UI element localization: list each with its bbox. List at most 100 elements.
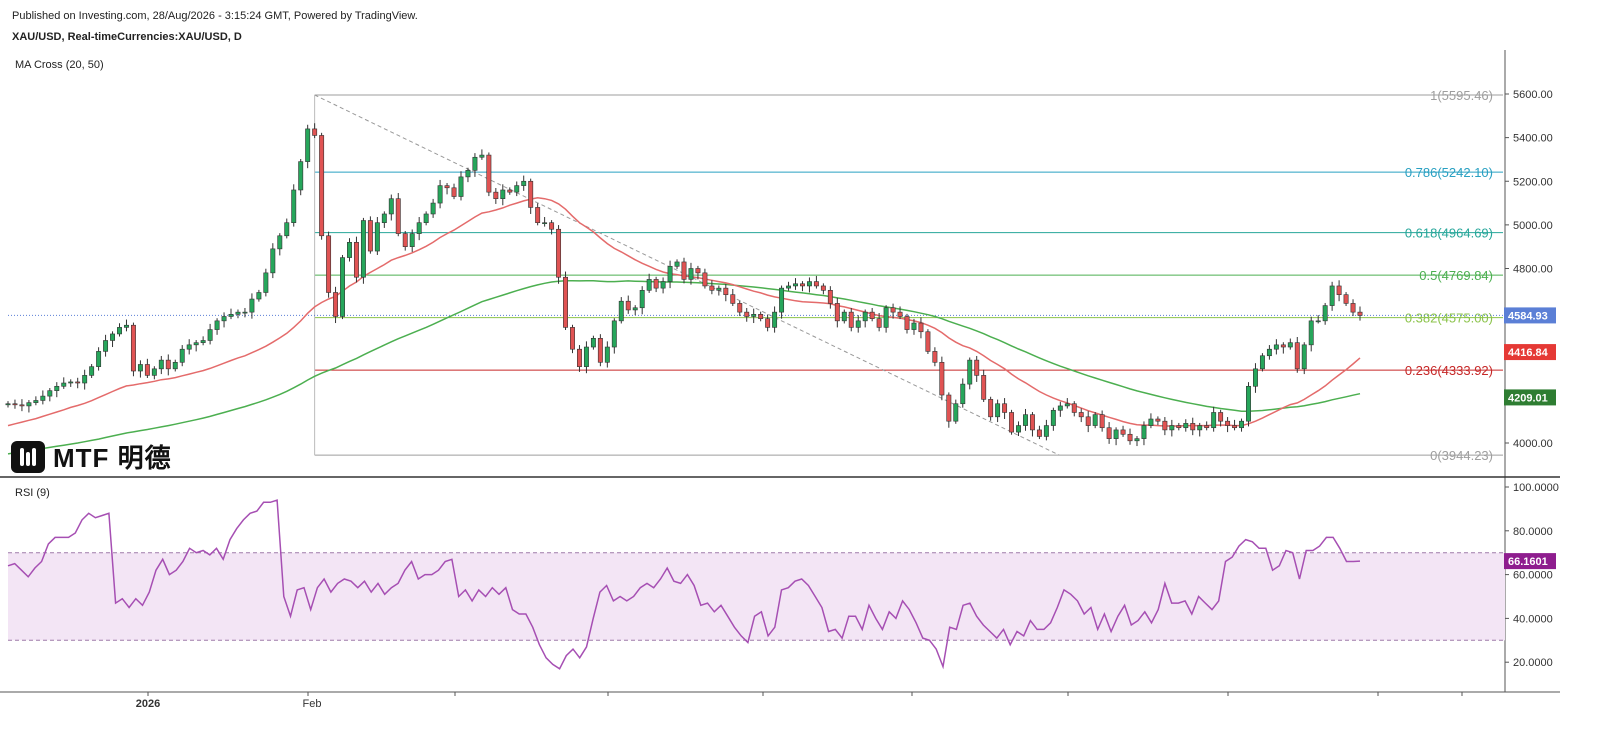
candle xyxy=(981,375,987,400)
candle xyxy=(82,375,88,384)
candle xyxy=(214,320,220,330)
candle xyxy=(695,268,701,274)
fib-trend-line xyxy=(314,94,1060,456)
candle xyxy=(765,318,771,328)
candle xyxy=(1266,348,1272,357)
candle xyxy=(270,248,276,274)
candle xyxy=(1009,412,1015,433)
candle xyxy=(925,331,931,352)
candle xyxy=(1141,425,1147,439)
candle xyxy=(604,346,610,363)
candle xyxy=(200,340,206,343)
candle xyxy=(1294,342,1300,370)
logo-text: MTF 明德 xyxy=(53,443,172,473)
candle xyxy=(1287,342,1293,348)
candle xyxy=(319,135,325,237)
candle xyxy=(855,320,861,328)
candle xyxy=(779,287,785,313)
ma-cross-label[interactable]: MA Cross (20, 50) xyxy=(15,59,104,71)
candle xyxy=(1092,414,1098,426)
candle xyxy=(848,311,854,328)
candle xyxy=(1029,414,1035,431)
candle xyxy=(144,364,150,376)
price-tag xyxy=(1504,307,1556,324)
candle xyxy=(130,324,136,372)
candle xyxy=(395,198,401,234)
candle xyxy=(493,191,499,199)
candle xyxy=(158,359,164,370)
time-label: Feb xyxy=(303,698,322,710)
candle xyxy=(472,156,478,171)
candle xyxy=(75,381,81,384)
candle xyxy=(660,281,666,289)
candle xyxy=(1218,412,1224,422)
candle xyxy=(207,329,213,341)
candle xyxy=(583,346,589,367)
candle xyxy=(1232,425,1238,429)
candle xyxy=(528,180,534,208)
candle xyxy=(402,233,408,247)
candle xyxy=(611,320,617,348)
candle xyxy=(556,228,562,278)
candle xyxy=(772,311,778,328)
candle xyxy=(33,400,39,403)
candle xyxy=(911,322,917,330)
candle xyxy=(235,311,241,315)
candle xyxy=(1190,423,1196,431)
candle xyxy=(1106,427,1112,439)
candle xyxy=(653,279,659,289)
candle xyxy=(1273,344,1279,350)
fib-label: 0.618(4964.69) xyxy=(1405,226,1493,241)
candle xyxy=(800,283,805,287)
candle xyxy=(890,307,896,313)
rsi-tick-label: 100.0000 xyxy=(1513,482,1559,494)
candle xyxy=(1343,294,1349,304)
candle xyxy=(326,235,332,293)
candle xyxy=(577,348,582,367)
candle xyxy=(862,311,868,322)
candle xyxy=(883,307,889,328)
candle xyxy=(277,235,283,250)
rsi-band xyxy=(8,552,1505,641)
candle xyxy=(110,333,115,341)
candle xyxy=(1259,355,1265,370)
candle xyxy=(549,222,555,230)
price-tick-label: 5000.00 xyxy=(1513,220,1553,232)
candle xyxy=(1043,425,1049,437)
candle xyxy=(674,261,680,267)
candle xyxy=(1253,368,1258,387)
rsi-tag-label: 66.1601 xyxy=(1508,556,1548,568)
candle xyxy=(249,298,255,313)
price-tag-label: 4416.84 xyxy=(1508,347,1549,359)
candle xyxy=(312,128,318,136)
candle xyxy=(542,222,548,224)
candle xyxy=(744,311,750,317)
candle xyxy=(193,342,199,346)
candle xyxy=(1357,311,1363,316)
candle xyxy=(1155,418,1161,422)
candle xyxy=(5,403,11,406)
candle xyxy=(409,233,415,247)
candle xyxy=(820,285,826,291)
candle xyxy=(1057,405,1063,411)
candle xyxy=(967,359,973,385)
candle xyxy=(723,287,729,295)
rsi-tick-label: 60.0000 xyxy=(1513,570,1553,582)
rsi-label[interactable]: RSI (9) xyxy=(15,487,50,499)
price-tick-label: 5600.00 xyxy=(1513,89,1553,101)
candle xyxy=(1169,425,1175,431)
fib-label: 0.786(5242.10) xyxy=(1405,165,1493,180)
candle xyxy=(730,294,736,304)
candle xyxy=(1183,423,1189,429)
candle xyxy=(1099,414,1105,429)
candle xyxy=(451,187,457,197)
candle xyxy=(1127,433,1133,442)
candle xyxy=(186,344,192,350)
candle xyxy=(256,292,262,300)
candle xyxy=(228,314,234,317)
candle xyxy=(953,403,959,422)
candle xyxy=(347,242,352,258)
candle xyxy=(1113,429,1119,439)
candle xyxy=(458,176,464,197)
